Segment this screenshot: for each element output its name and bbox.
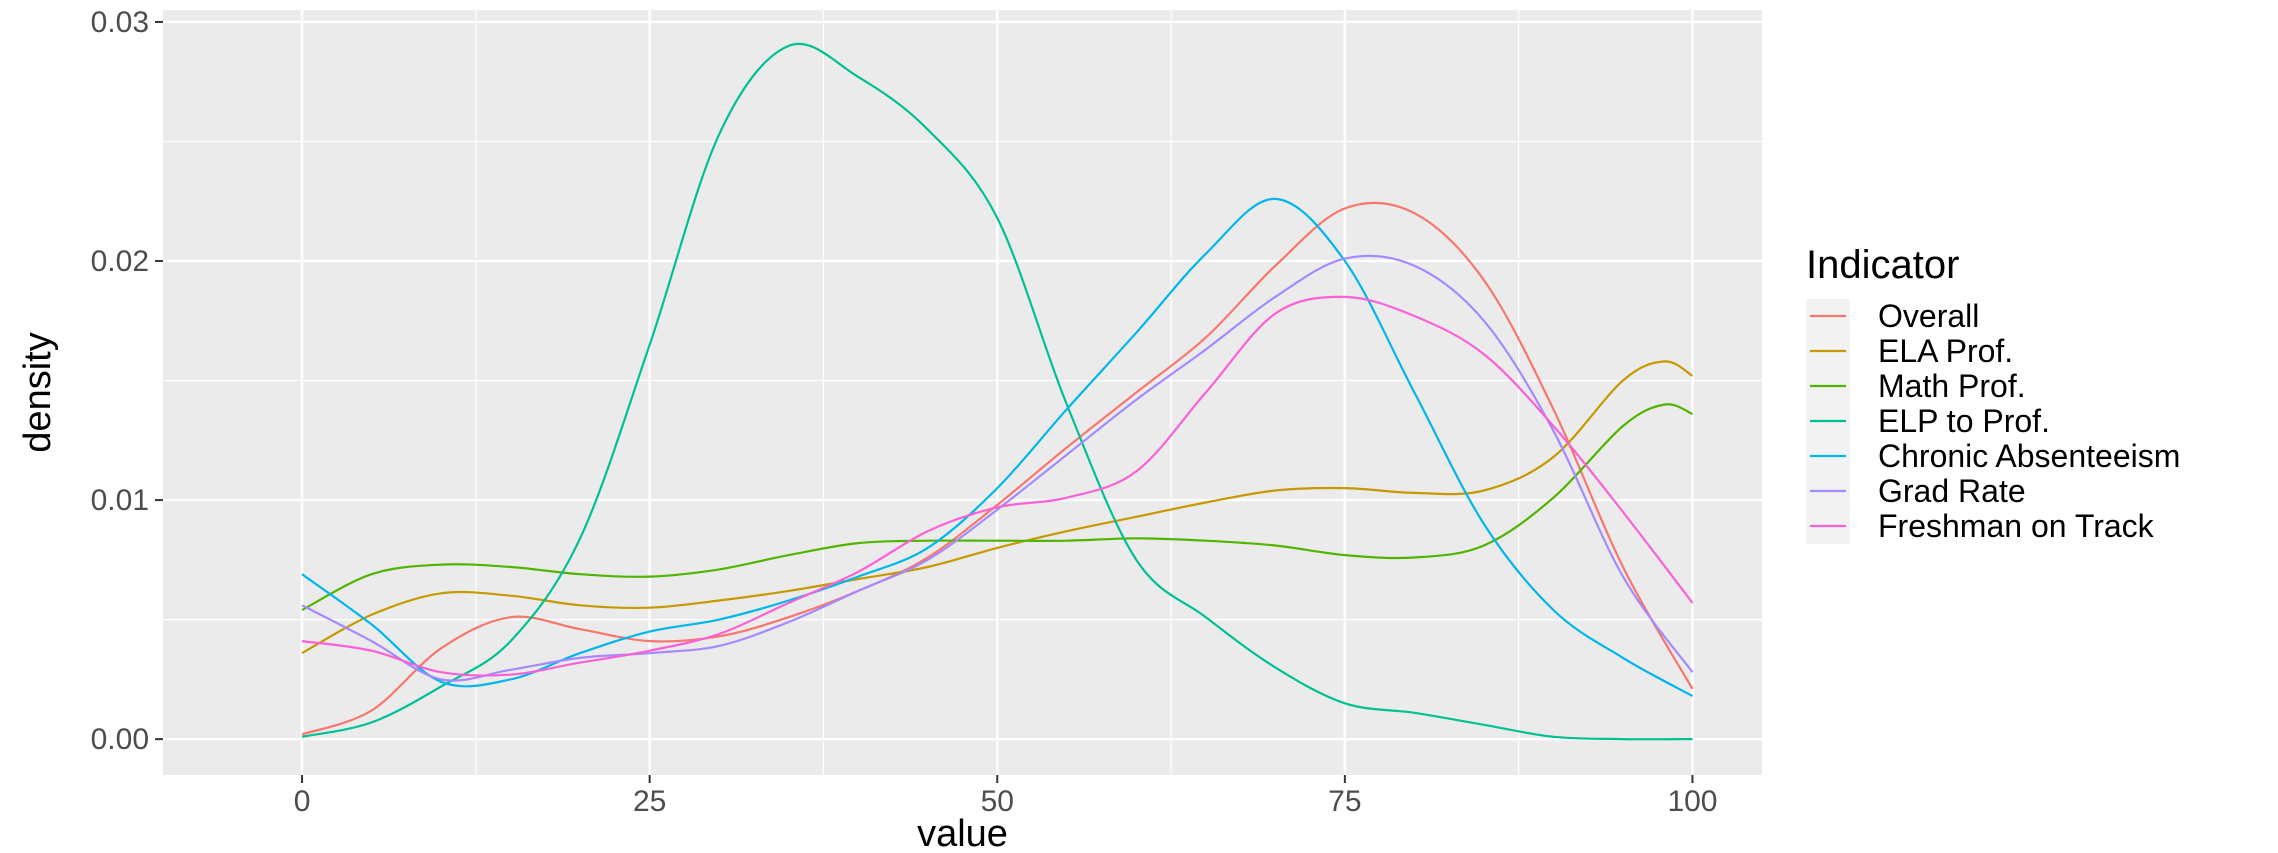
plot-panel: [163, 10, 1762, 775]
x-axis-title: value: [917, 813, 1008, 853]
legend-label: Grad Rate: [1878, 473, 2026, 509]
y-axis-title: density: [17, 332, 59, 452]
legend-label: Math Prof.: [1878, 368, 2026, 404]
x-tick-label: 100: [1667, 785, 1717, 818]
legend-title: Indicator: [1806, 243, 1959, 287]
series-line-4: [301, 197, 1694, 698]
x-tick-label: 0: [294, 785, 311, 818]
legend-label: ELP to Prof.: [1878, 403, 2050, 439]
y-tick-label: 0.00: [91, 723, 149, 756]
y-axis: 0.00 0.01 0.02 0.03: [91, 6, 163, 756]
legend-label: Freshman on Track: [1878, 508, 2155, 544]
series-line-2: [301, 403, 1693, 611]
legend-label: Chronic Absenteeism: [1878, 438, 2180, 474]
legend-label: Overall: [1878, 298, 1979, 334]
minor-gridlines: [163, 10, 1762, 775]
x-tick-label: 25: [633, 785, 666, 818]
series-line-5: [301, 254, 1694, 682]
y-tick-label: 0.03: [91, 6, 149, 39]
series-line-3: [301, 42, 1693, 741]
series-lines: [301, 42, 1694, 741]
series-line-6: [301, 295, 1694, 677]
major-gridlines: [163, 10, 1762, 775]
x-tick-label: 75: [1328, 785, 1361, 818]
series-line-0: [301, 201, 1694, 736]
x-axis: 0 25 50 75 100: [294, 775, 1718, 818]
legend-label: ELA Prof.: [1878, 333, 2013, 369]
y-tick-label: 0.02: [91, 245, 149, 278]
y-tick-label: 0.01: [91, 484, 149, 517]
x-tick-label: 50: [981, 785, 1014, 818]
